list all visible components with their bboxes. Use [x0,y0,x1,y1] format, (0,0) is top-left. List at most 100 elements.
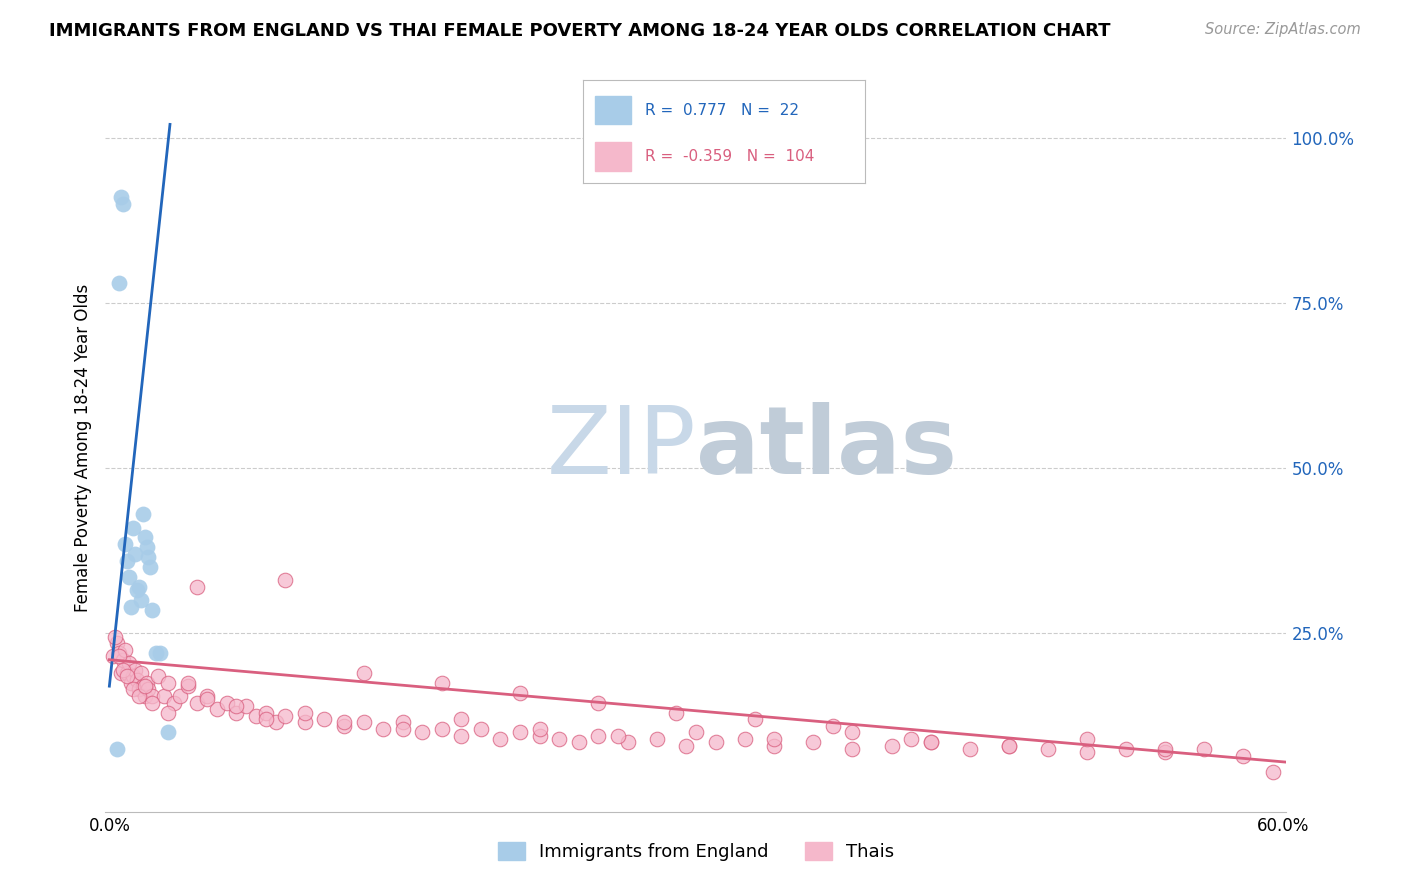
Point [115,553,138,567]
Point [103,649,125,664]
Text: Source: ZipAtlas.com: Source: ZipAtlas.com [1205,22,1361,37]
Point [163,696,186,710]
Point [920,735,942,749]
Point [704,735,727,749]
Bar [595,95,631,124]
Point [121,669,143,683]
Point [586,696,609,710]
Point [157,725,180,739]
Point [841,725,863,739]
Point [118,570,141,584]
Point [118,656,141,670]
Point [1036,742,1059,756]
Point [254,712,277,726]
Y-axis label: Female Poverty Among 18-24 Year Olds: Female Poverty Among 18-24 Year Olds [73,285,91,612]
Point [110,190,132,204]
Point [353,665,375,680]
Text: R =  -0.359   N =  104: R = -0.359 N = 104 [645,149,814,164]
Point [763,731,786,746]
Point [157,676,180,690]
Point [148,669,170,683]
Point [135,541,157,555]
Point [120,599,142,614]
Point [104,630,127,644]
Point [110,665,132,680]
Point [675,739,697,753]
Point [186,696,208,710]
Point [138,682,160,697]
Point [114,642,136,657]
Point [114,537,136,551]
Point [685,725,707,739]
Point [128,682,150,697]
Point [105,636,128,650]
Point [529,722,551,736]
Point [149,646,172,660]
Point [169,689,191,703]
Point [245,709,267,723]
Point [176,676,198,690]
Point [134,679,156,693]
Point [616,735,638,749]
Point [430,722,453,736]
Point [1076,745,1098,759]
Point [141,689,163,703]
Point [606,729,628,743]
Point [294,715,316,730]
Point [548,731,571,746]
Point [333,719,356,733]
Point [138,550,160,565]
Point [129,593,152,607]
Point [880,739,903,753]
Point [586,729,609,743]
Point [841,742,863,756]
Point [195,692,218,706]
Point [131,508,153,522]
Point [391,722,413,736]
Point [489,731,512,746]
Point [509,725,531,739]
Point [900,731,922,746]
Point [105,742,128,756]
Point [998,739,1021,753]
Point [1076,731,1098,746]
Point [157,706,180,720]
Point [195,689,218,703]
Point [112,663,135,677]
Point [128,580,150,594]
Point [371,722,394,736]
Point [112,653,135,667]
Legend: Immigrants from England, Thais: Immigrants from England, Thais [491,834,901,868]
Point [568,735,591,749]
Point [645,731,668,746]
Point [145,646,167,660]
Point [115,669,138,683]
Point [734,731,756,746]
Point [1194,742,1216,756]
Point [264,715,287,730]
Point [134,689,156,703]
Point [391,715,413,730]
Point [1154,745,1177,759]
Point [314,712,336,726]
Point [121,682,143,697]
Point [1154,742,1177,756]
Point [998,739,1021,753]
Point [254,706,277,720]
Point [821,719,844,733]
Point [225,706,247,720]
Point [121,520,143,534]
Point [1232,748,1254,763]
Point [225,698,247,713]
Point [333,715,356,730]
Point [176,679,198,693]
Point [115,665,138,680]
Point [108,649,131,664]
Point [450,712,472,726]
Point [450,729,472,743]
Point [959,742,981,756]
Point [763,739,786,753]
Point [108,276,131,290]
Point [1115,742,1137,756]
Point [1261,765,1284,780]
